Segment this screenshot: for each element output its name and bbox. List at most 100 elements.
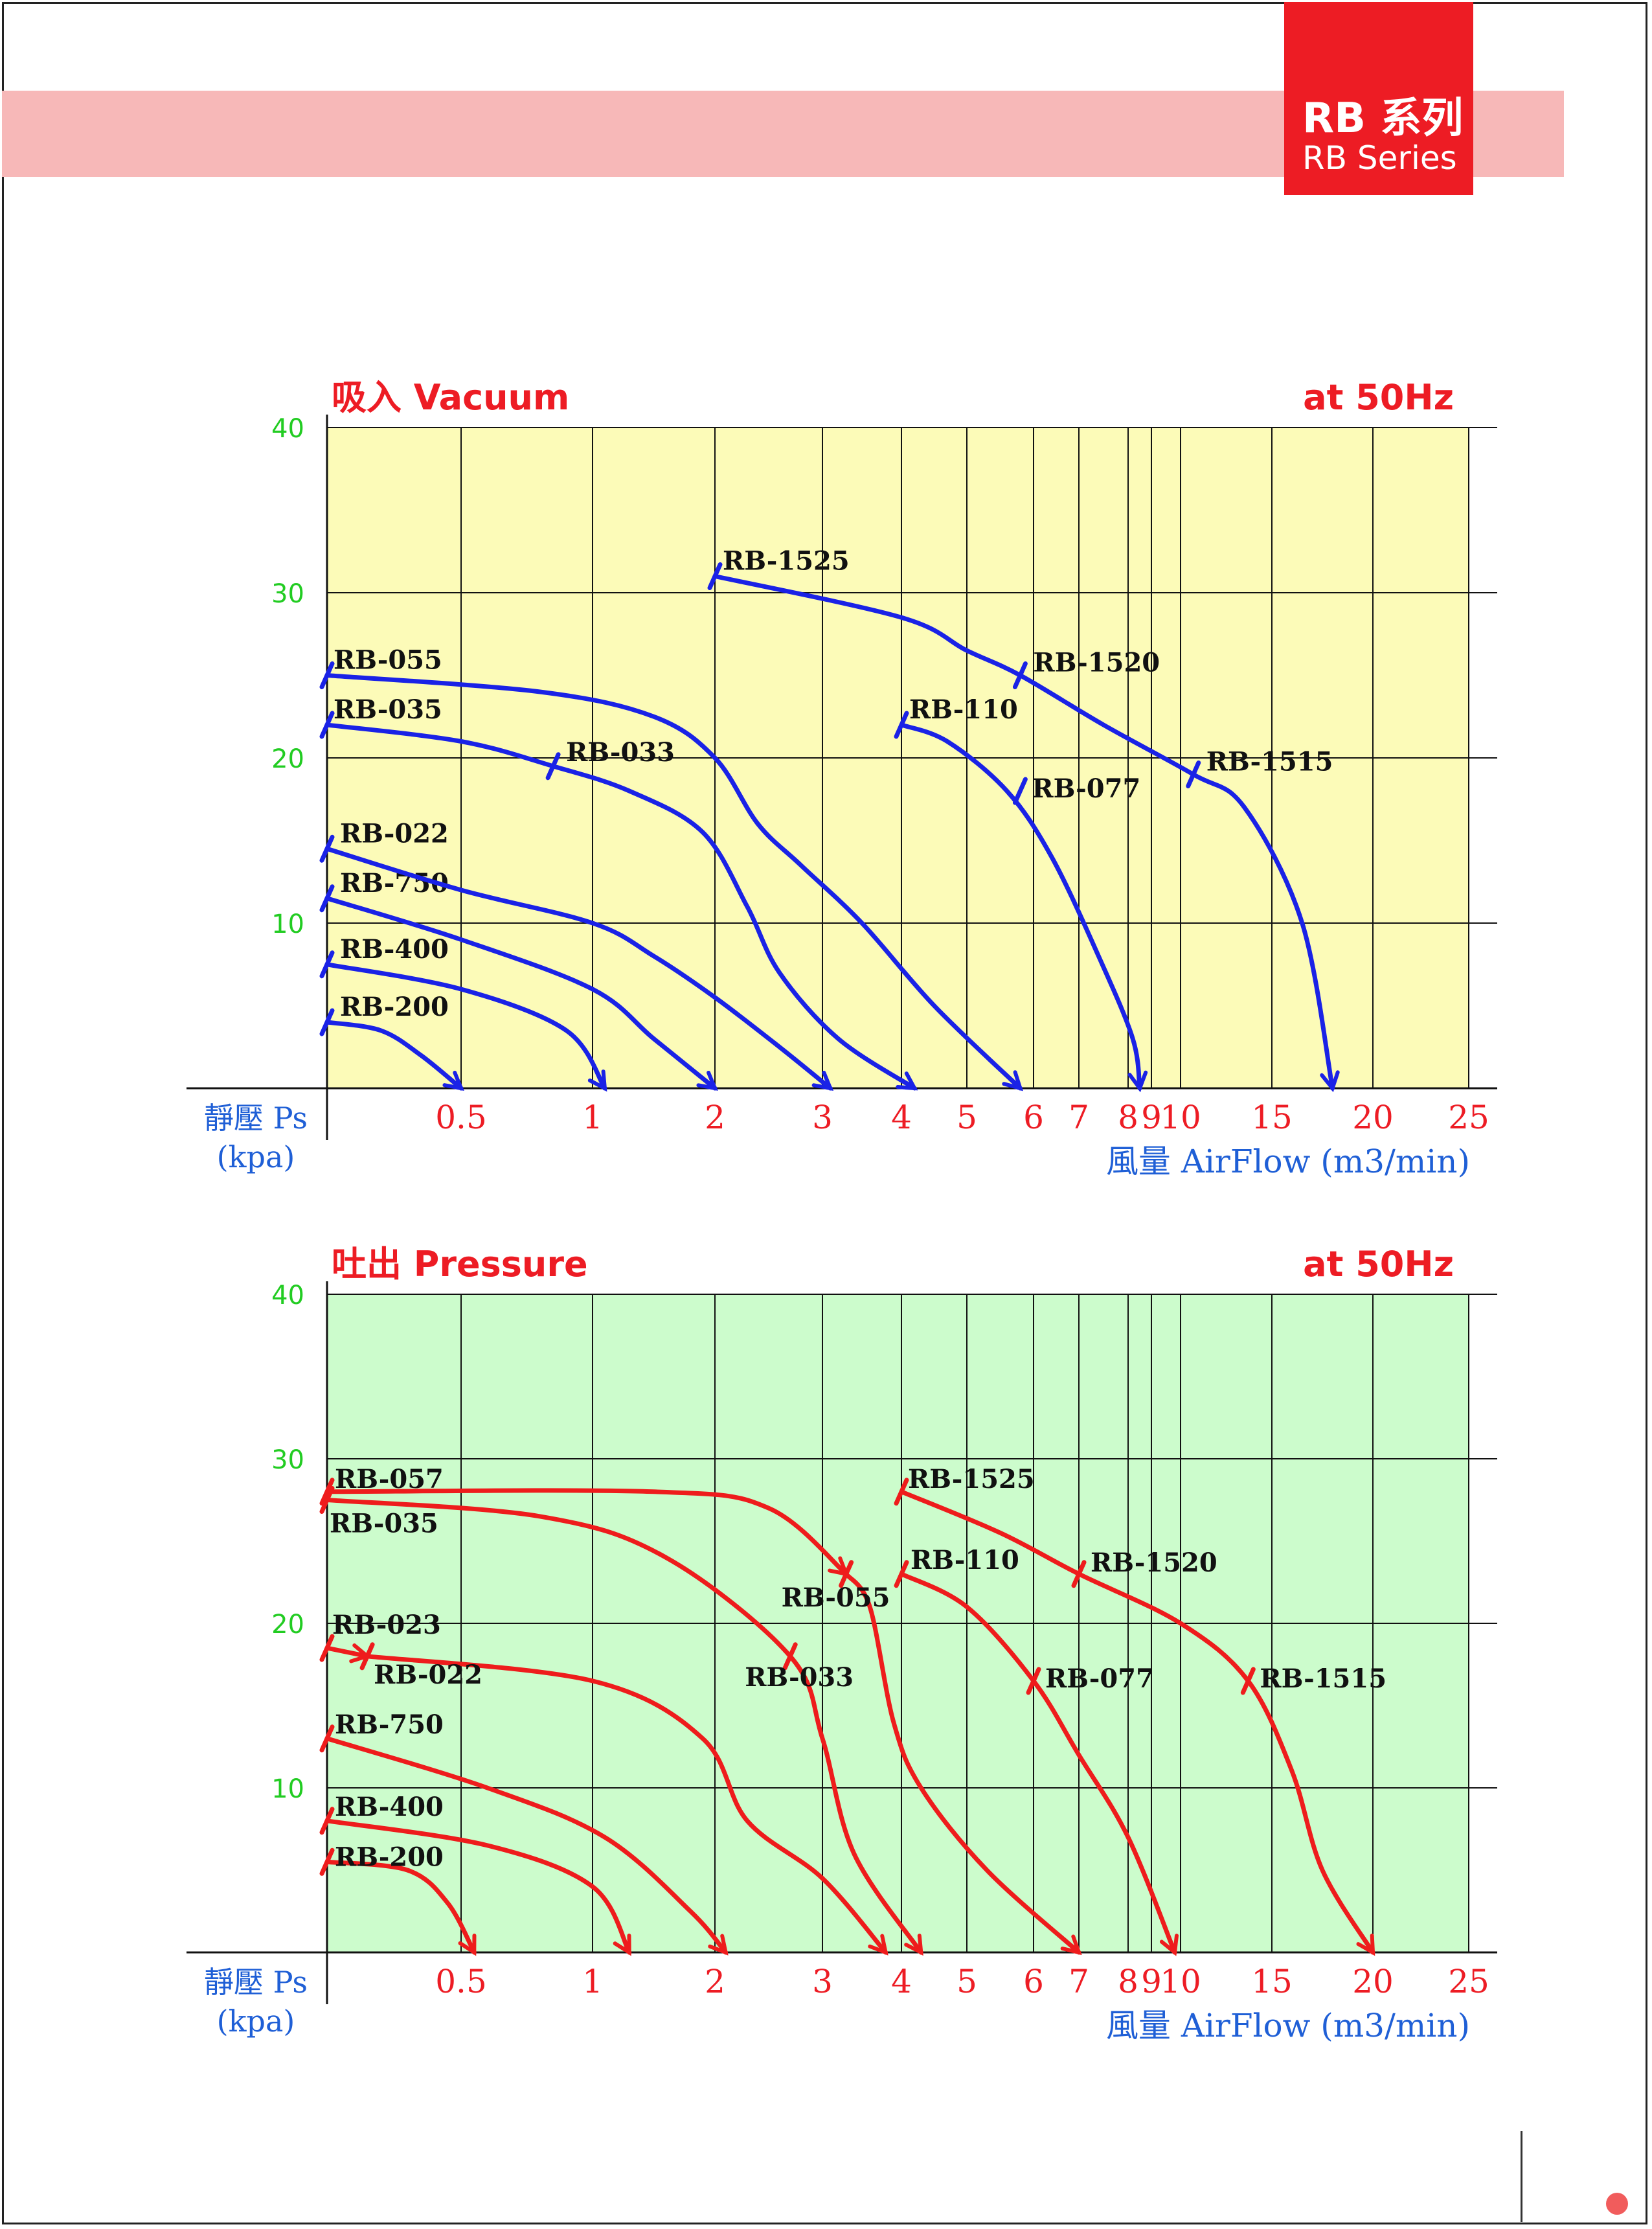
series-marker [1026,1667,1041,1695]
series-rb-057: RB-057 [319,1464,850,1577]
series-line [899,1572,1177,1955]
series-rb-1515: RB-1515 [1240,1663,1386,1695]
series-marker [319,1008,335,1036]
series-label: RB-1525 [723,546,850,577]
series-label: RB-035 [330,1509,438,1539]
series-title-zh: RB 系列 [1302,95,1464,143]
x-axis-label: 風量 AirFlow (m3/min) [1106,1143,1470,1180]
series-rb-750: RB-750 [319,1709,729,1956]
x-tick-label: 25 [1448,1963,1489,2000]
series-label: RB-1515 [1260,1663,1386,1694]
x-tick-label: 8 [1118,1963,1138,2000]
series-label: RB-110 [909,694,1018,725]
series-line [365,1654,888,1955]
series-label: RB-1520 [1033,648,1160,678]
x-tick-label: 4 [891,1963,912,2000]
y-tick-label: 20 [271,1610,304,1640]
series-title-en: RB Series [1302,139,1457,177]
x-tick-label: 2 [705,1099,725,1136]
series-label: RB-055 [782,1583,890,1613]
series-rb-400: RB-400 [319,934,607,1092]
series-arrow [811,1070,834,1091]
series-arrow [458,1934,477,1956]
series-rb-1525: RB-1525 [894,1464,1375,1956]
series-line [324,673,1023,1091]
series-line [899,722,1142,1091]
x-tick-label: 5 [956,1099,977,1136]
y-tick-label: 20 [271,744,304,774]
x-tick-label: 2 [705,1963,725,2000]
series-label: RB-057 [335,1464,444,1494]
series-label: RB-035 [334,694,442,725]
series-label: RB-022 [340,818,449,849]
series-arrow [442,1070,464,1091]
series-label: RB-077 [1032,773,1140,804]
series-line [324,1818,632,1955]
y-tick-label: 30 [271,579,304,609]
y-axis-unit: (kpa) [217,1139,295,1174]
y-tick-label: 40 [271,414,304,444]
series-label: RB-200 [335,1842,444,1872]
x-tick-label: 10 [1160,1963,1201,2000]
series-line [324,1488,849,1577]
series-rb-1520: RB-1520 [1071,1548,1217,1588]
series-label: RB-1515 [1206,747,1333,777]
series-marker [1012,661,1028,689]
x-tick-label: 7 [1069,1963,1089,2000]
y-axis-unit: (kpa) [217,2004,295,2039]
series-arrow [613,1934,631,1956]
series-rb-1520: RB-1520 [1012,648,1160,689]
series-marker [894,1478,909,1506]
series-label: RB-055 [334,645,442,676]
series-marker [1240,1667,1256,1695]
chart-subtitle: at 50Hz [1303,1244,1454,1285]
watermark-logo [1606,2193,1628,2215]
series-marker [894,1560,909,1588]
series-label: RB-1525 [908,1464,1035,1494]
series-marker [319,1724,335,1753]
series-marker [319,711,335,739]
series-line [324,1498,923,1955]
series-rb-110: RB-110 [894,1545,1179,1956]
series-marker [894,711,909,739]
x-tick-label: 15 [1251,1963,1293,2000]
series-marker [839,1560,854,1588]
series-rb-055: RB-055 [319,645,1023,1092]
series-arrow [1002,1070,1023,1092]
y-tick-label: 30 [271,1445,304,1475]
series-label: RB-033 [745,1662,854,1693]
y-tick-label: 10 [271,1774,304,1804]
series-line [844,1572,1081,1955]
x-tick-label: 20 [1352,1963,1394,2000]
y-axis-label: 靜壓 Ps [204,1101,308,1136]
series-marker [319,661,335,689]
series-rb-077: RB-077 [1026,1663,1154,1695]
series-rb-077: RB-077 [1012,773,1140,805]
series-label: RB-750 [335,1709,444,1740]
x-tick-label: 6 [1023,1963,1044,2000]
series-rb-1515: RB-1515 [1186,747,1333,788]
x-axis-label: 風量 AirFlow (m3/min) [1106,2007,1470,2044]
series-marker [359,1642,375,1671]
series-label: RB-023 [332,1610,441,1640]
x-tick-label: 20 [1352,1099,1394,1136]
series-arrow [896,1071,918,1091]
x-tick-label: 1 [582,1963,603,2000]
series-line [324,1859,477,1955]
series-line [324,846,833,1091]
y-tick-label: 10 [271,909,304,939]
series-marker [319,834,335,863]
series-marker [707,562,723,590]
series-rb-033: RB-033 [545,737,675,781]
x-tick-label: 5 [956,1963,977,2000]
series-rb-035: RB-035 [319,1486,923,1956]
chart-title: 吐出 Pressure [332,1244,588,1285]
x-tick-label: 4 [891,1099,912,1136]
x-tick-label: 1 [582,1099,603,1136]
series-rb-022: RB-022 [359,1642,888,1956]
series-line [324,1736,729,1955]
series-marker [1012,777,1028,805]
series-rb-033: RB-033 [745,1642,854,1693]
